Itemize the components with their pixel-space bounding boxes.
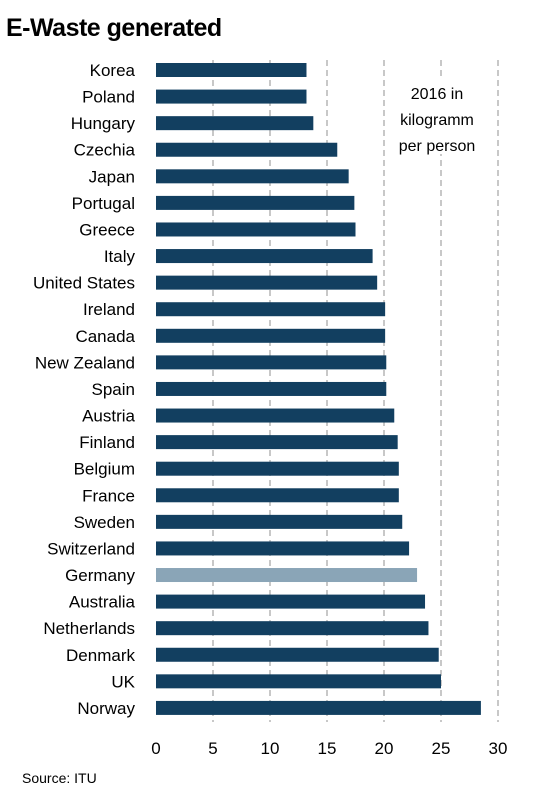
category-label-canada: Canada [75,327,135,346]
x-tick-10: 10 [261,739,280,758]
category-label-italy: Italy [104,247,136,266]
category-labels: Korea Poland Hungary Czechia Japan Portugal Gr… [33,61,136,718]
category-label-korea: Korea [90,61,136,80]
category-label-spain: Spain [92,380,135,399]
category-label-uk: UK [111,672,135,691]
bar-japan [156,169,349,184]
category-label-sweden: Sweden [74,513,135,532]
bar-denmark [156,647,439,662]
category-label-germany: Germany [65,566,135,585]
bar-australia [156,594,426,609]
x-tick-0: 0 [151,739,160,758]
bars [156,63,481,715]
chart-title: E-Waste generated [6,14,222,42]
category-label-czechia: Czechia [74,141,136,160]
bar-germany [156,568,418,583]
annotation-line-2: kilogramm [400,112,474,129]
bar-hungary [156,116,314,131]
category-label-australia: Australia [69,593,136,612]
x-tick-15: 15 [318,739,337,758]
bar-sweden [156,514,403,529]
category-label-denmark: Denmark [66,646,135,665]
annotation-background [386,78,488,154]
bar-uk [156,674,441,689]
source-note: Source: ITU [22,770,97,786]
x-tick-labels: 0 5 10 15 20 25 30 [151,739,507,758]
category-label-new-zealand: New Zealand [35,353,135,372]
bar-greece [156,222,356,237]
bar-netherlands [156,621,429,636]
category-label-hungary: Hungary [71,114,136,133]
category-label-portugal: Portugal [72,194,135,213]
bar-united-states [156,275,378,290]
category-label-netherlands: Netherlands [43,619,135,638]
category-label-france: France [82,486,135,505]
bar-spain [156,381,387,396]
bar-ireland [156,302,386,317]
bar-switzerland [156,541,410,556]
category-label-poland: Poland [82,88,135,107]
annotation-line-1: 2016 in [411,86,464,103]
annotation-line-3: per person [399,138,476,155]
x-tick-5: 5 [208,739,217,758]
x-tick-20: 20 [375,739,394,758]
bar-norway [156,700,481,715]
category-label-greece: Greece [79,220,135,239]
bar-korea [156,63,307,77]
bar-portugal [156,195,355,210]
category-label-norway: Norway [77,699,135,718]
category-label-united-states: United States [33,274,135,293]
bar-canada [156,328,386,343]
category-label-belgium: Belgium [74,460,135,479]
bar-italy [156,249,373,264]
bar-poland [156,89,307,104]
category-label-finland: Finland [79,433,135,452]
category-label-ireland: Ireland [83,300,135,319]
bar-new-zealand [156,355,387,370]
category-label-austria: Austria [82,407,135,426]
bar-czechia [156,142,338,157]
bar-finland [156,435,398,450]
x-tick-25: 25 [432,739,451,758]
category-label-japan: Japan [89,167,135,186]
bar-austria [156,408,395,423]
x-tick-30: 30 [489,739,508,758]
bar-belgium [156,461,399,476]
category-label-switzerland: Switzerland [47,539,135,558]
annotation-box: 2016 in kilogramm per person [386,78,488,155]
bar-france [156,488,399,503]
